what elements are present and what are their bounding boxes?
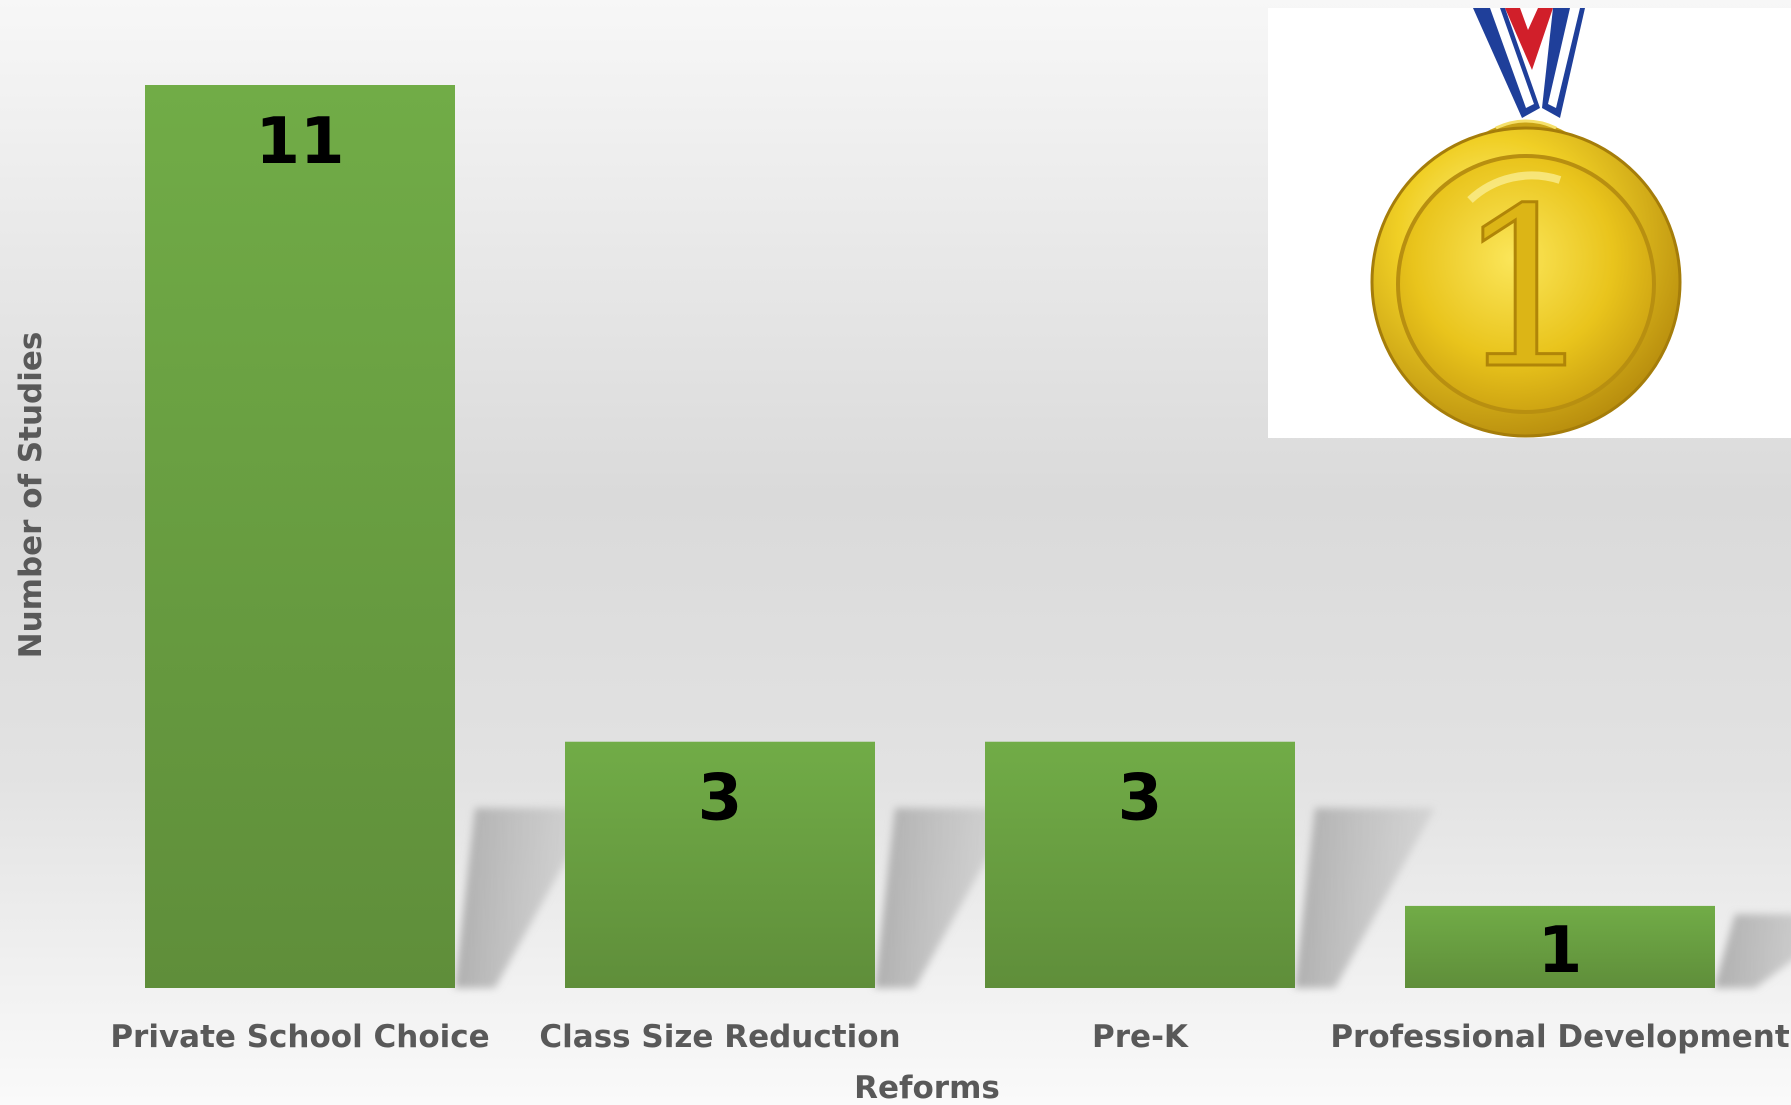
bar-professional-development: [1405, 905, 1715, 988]
category-label-private-school-choice: Private School Choice: [110, 1019, 489, 1055]
bar-value-label-class-size-reduction: 3: [698, 762, 743, 836]
medal-numeral: 1: [1456, 161, 1596, 417]
bar-class-size-reduction: [565, 741, 875, 988]
bar-value-labels: 11 3 3 1: [255, 105, 1582, 988]
bar-shadow-private-school-choice: [455, 808, 595, 988]
bar-private-school-choice: [145, 85, 455, 988]
x-axis-title: Reforms: [854, 1070, 1000, 1105]
bar-pre-k: [985, 741, 1295, 988]
bar-shadow-pre-k: [1295, 808, 1435, 988]
gold-medal-icon: 1: [1268, 8, 1791, 438]
bar-value-label-private-school-choice: 11: [255, 105, 344, 179]
category-label-class-size-reduction: Class Size Reduction: [539, 1019, 900, 1055]
bar-value-label-professional-development: 1: [1538, 914, 1583, 988]
y-axis-title: Number of Studies: [13, 332, 49, 659]
bar-shadow-class-size-reduction: [875, 808, 1015, 988]
bar-value-label-pre-k: 3: [1118, 762, 1163, 836]
bars: [145, 85, 1715, 988]
bar-shadows: [455, 808, 1791, 988]
category-labels: Private School Choice Class Size Reductio…: [110, 1019, 1790, 1055]
bar-shadow-professional-development: [1715, 914, 1791, 988]
category-label-professional-development: Professional Development: [1330, 1019, 1790, 1055]
category-label-pre-k: Pre-K: [1092, 1019, 1189, 1055]
